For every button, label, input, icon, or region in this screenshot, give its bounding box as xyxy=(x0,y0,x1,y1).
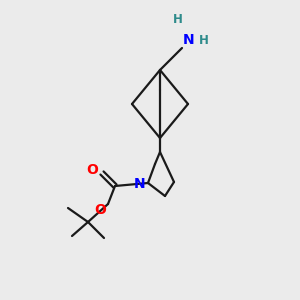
Text: N: N xyxy=(183,33,195,47)
Text: H: H xyxy=(199,34,209,46)
Text: H: H xyxy=(173,13,183,26)
Text: N: N xyxy=(134,177,146,191)
Text: O: O xyxy=(86,163,98,177)
Text: O: O xyxy=(94,203,106,217)
